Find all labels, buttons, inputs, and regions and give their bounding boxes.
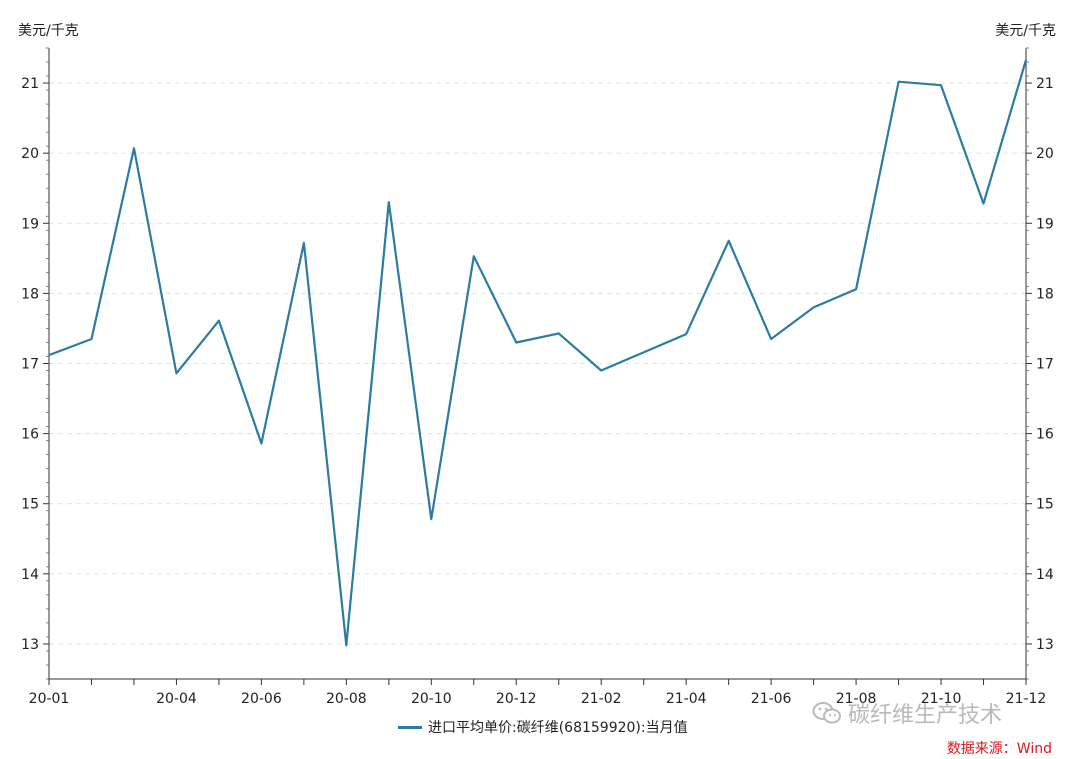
- watermark: 碳纤维生产技术: [812, 697, 1002, 729]
- gridlines: [49, 82, 1026, 645]
- x-tick-label: 20-06: [241, 691, 282, 707]
- y-tick-label-left: 15: [21, 497, 39, 513]
- source-note: 数据来源：Wind: [946, 741, 1052, 757]
- y-tick-label-right: 17: [1036, 357, 1054, 373]
- y-axis-left-label: 美元/千克: [18, 23, 79, 39]
- legend: 进口平均单价:碳纤维(68159920):当月值: [398, 717, 688, 737]
- y-axis-right-ticks: 13 14 15 16 17 18 19 20 21: [1026, 47, 1054, 680]
- y-axis-left-ticks: 13 14 15 16 17 18 19 20 21: [21, 47, 49, 680]
- y-tick-label-right: 18: [1036, 286, 1054, 302]
- y-tick-label-left: 21: [21, 76, 39, 92]
- y-tick-label-left: 16: [21, 427, 39, 443]
- series-line: [48, 59, 1028, 647]
- x-axis-ticks: 20-01 20-04 20-06 20-08 20-10 20-12 21-02 21-04…: [29, 679, 1047, 707]
- x-tick-label: 20-10: [411, 691, 452, 707]
- legend-label: 进口平均单价:碳纤维(68159920):当月值: [428, 720, 688, 736]
- y-tick-label-left: 18: [21, 286, 39, 302]
- y-tick-label-left: 19: [21, 216, 39, 232]
- x-tick-label: 21-04: [666, 691, 707, 707]
- x-tick-label: 20-12: [496, 691, 537, 707]
- x-tick-label: 20-04: [156, 691, 197, 707]
- x-tick-label: 21-02: [581, 691, 622, 707]
- legend-swatch: [398, 725, 422, 729]
- x-tick-label: 20-08: [326, 691, 367, 707]
- x-tick-label: 20-01: [29, 691, 70, 707]
- y-tick-label-right: 19: [1036, 216, 1054, 232]
- y-tick-label-left: 20: [21, 146, 39, 162]
- watermark-text: 碳纤维生产技术: [848, 703, 1003, 728]
- series-layer: [48, 59, 1028, 647]
- x-tick-label: 21-08: [836, 691, 877, 707]
- y-tick-label-left: 13: [21, 637, 39, 653]
- y-tick-label-left: 14: [21, 567, 39, 583]
- y-axis-right-label: 美元/千克: [995, 23, 1056, 39]
- y-tick-label-right: 15: [1036, 497, 1054, 513]
- y-tick-label-right: 21: [1036, 76, 1054, 92]
- x-tick-label: 21-06: [751, 691, 792, 707]
- y-tick-label-right: 16: [1036, 427, 1054, 443]
- x-tick-label: 21-12: [1006, 691, 1047, 707]
- y-tick-label-right: 13: [1036, 637, 1054, 653]
- y-tick-label-right: 20: [1036, 146, 1054, 162]
- x-tick-label: 21-10: [921, 691, 962, 707]
- wechat-icon: [812, 702, 841, 724]
- y-tick-label-right: 14: [1036, 567, 1054, 583]
- y-tick-label-left: 17: [21, 357, 39, 373]
